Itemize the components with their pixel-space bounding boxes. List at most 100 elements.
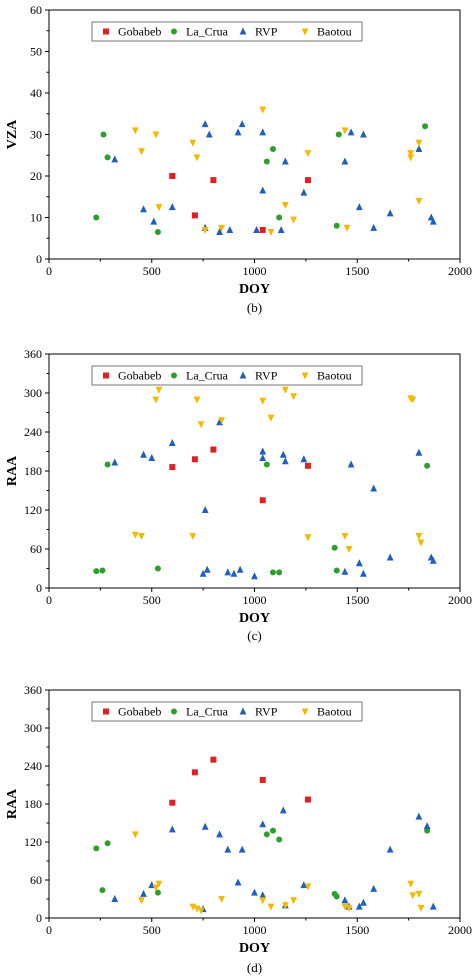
data-point <box>218 417 226 425</box>
data-point <box>224 568 232 576</box>
data-point <box>304 796 311 803</box>
data-point <box>104 840 111 847</box>
y-tick-label: 60 <box>30 542 42 556</box>
series-rvp <box>111 806 437 913</box>
data-point <box>333 893 340 900</box>
data-point <box>263 831 270 838</box>
legend-marker <box>103 28 109 35</box>
data-point <box>360 130 367 138</box>
data-point <box>341 533 349 540</box>
data-point <box>429 902 437 910</box>
series-la-crua <box>93 827 431 900</box>
data-point <box>199 569 207 577</box>
y-tick-label: 60 <box>30 873 42 887</box>
data-point <box>193 396 201 404</box>
legend-label: Gobabeb <box>118 369 161 383</box>
chart-panel-3: 0 500 1000 1500 2000 0 60 120 180 240 300 360 DOY RAA… <box>5 683 472 975</box>
x-tick-label: 0 <box>46 923 52 937</box>
y-tick-label: 60 <box>30 3 42 17</box>
x-tick-label: 0 <box>46 264 52 278</box>
legend-marker <box>171 708 177 715</box>
data-point <box>304 177 311 184</box>
legend-label: RVP <box>255 705 278 719</box>
data-point <box>189 139 197 147</box>
data-point <box>259 891 267 899</box>
data-point <box>263 461 270 468</box>
y-tick-label: 120 <box>24 503 42 517</box>
legend-label: RVP <box>255 25 278 39</box>
data-point <box>216 228 223 236</box>
data-point <box>111 895 119 902</box>
x-tick-label: 0 <box>46 593 52 607</box>
data-point <box>131 831 139 839</box>
y-axis-title: RAA <box>5 788 20 819</box>
data-point <box>267 229 275 237</box>
data-point <box>138 897 145 905</box>
data-point <box>230 569 238 577</box>
data-point <box>277 225 285 233</box>
data-point <box>429 217 437 225</box>
data-point <box>259 497 266 504</box>
data-point <box>304 883 312 891</box>
data-point <box>155 880 163 888</box>
data-point <box>155 386 163 394</box>
data-point <box>104 154 111 161</box>
data-point <box>189 533 197 540</box>
data-point <box>276 214 283 221</box>
data-point <box>415 448 423 456</box>
data-point <box>138 533 145 540</box>
x-tick-label: 1000 <box>243 923 267 937</box>
data-point <box>276 836 283 843</box>
data-point <box>333 222 340 229</box>
y-tick-label: 360 <box>24 347 42 361</box>
data-point <box>168 439 176 447</box>
data-point <box>279 806 287 814</box>
data-point <box>131 127 139 135</box>
legend-marker <box>171 372 177 379</box>
y-tick-label: 180 <box>24 464 42 478</box>
data-point <box>205 130 213 138</box>
data-point <box>279 450 287 458</box>
data-point <box>422 123 429 130</box>
data-point <box>104 461 111 468</box>
data-point <box>253 225 260 233</box>
data-point <box>290 393 297 401</box>
data-point <box>238 845 246 853</box>
data-point <box>93 845 100 852</box>
x-tick-label: 1500 <box>345 923 369 937</box>
data-point <box>267 903 275 911</box>
data-point <box>201 120 209 128</box>
data-point <box>409 396 417 404</box>
data-point <box>347 460 355 468</box>
panel-label: (b) <box>247 300 262 315</box>
x-tick-label: 1500 <box>345 264 369 278</box>
data-point <box>290 897 297 905</box>
x-tick-label: 1500 <box>345 593 369 607</box>
data-point <box>347 128 355 136</box>
x-tick-label: 1000 <box>243 593 267 607</box>
data-point <box>169 464 176 471</box>
y-tick-label: 300 <box>24 386 42 400</box>
data-point <box>224 845 232 853</box>
legend-marker <box>171 28 177 35</box>
legend-label: Baotou <box>317 369 352 383</box>
legend: Gobabeb La_Crua RVP Baotou <box>91 21 363 42</box>
data-point <box>370 884 378 892</box>
data-point <box>386 209 394 217</box>
data-point <box>269 569 276 576</box>
data-point <box>203 565 211 573</box>
data-point <box>140 889 147 897</box>
data-point <box>424 462 431 469</box>
data-point <box>370 223 378 231</box>
x-tick-label: 2000 <box>448 593 472 607</box>
y-axis-title: RAA <box>5 455 20 486</box>
data-point <box>269 827 276 834</box>
series-baotou <box>131 831 425 915</box>
series-gobabeb <box>169 173 311 233</box>
data-point <box>191 456 198 463</box>
data-point <box>259 226 266 233</box>
legend-marker <box>301 708 309 716</box>
data-point <box>341 567 349 575</box>
data-point <box>169 799 176 806</box>
legend-box <box>91 21 363 42</box>
